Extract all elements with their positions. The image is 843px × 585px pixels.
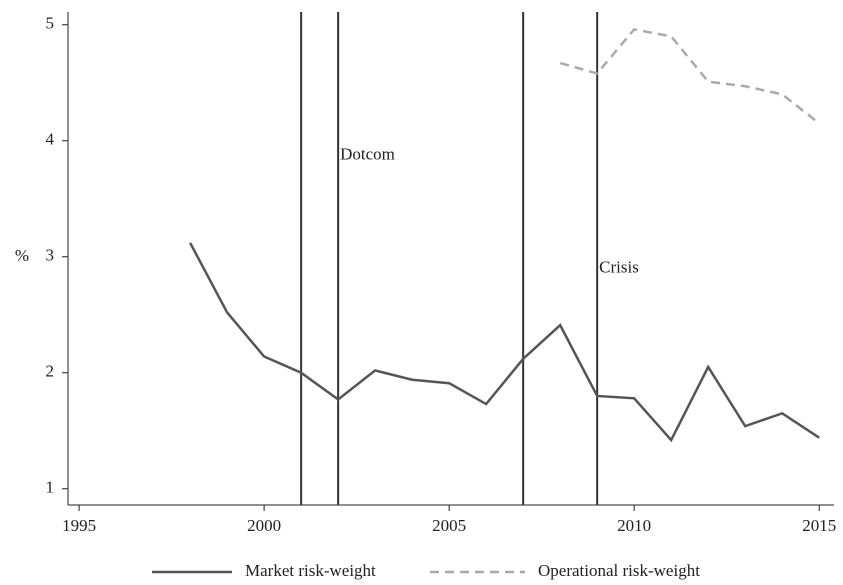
legend-label: Market risk-weight [245, 561, 376, 580]
legend-label: Operational risk-weight [538, 561, 700, 580]
x-tick-label: 2015 [802, 516, 836, 535]
data-line [189, 242, 820, 443]
annotation: Crisis [599, 257, 639, 276]
x-tick-label: 2000 [247, 516, 281, 535]
y-tick-label: 3 [46, 246, 55, 265]
x-tick-label: 1995 [62, 516, 96, 535]
y-tick-label: 4 [46, 130, 55, 149]
x-tick-label: 2005 [432, 516, 466, 535]
y-tick-label: 2 [46, 362, 55, 381]
y-tick-label: 5 [46, 14, 55, 33]
x-tick-label: 2010 [617, 516, 651, 535]
y-tick-label: 1 [46, 478, 55, 497]
y-axis-label: % [15, 246, 29, 265]
annotation: Dotcom [340, 145, 395, 164]
data-line [559, 28, 820, 125]
